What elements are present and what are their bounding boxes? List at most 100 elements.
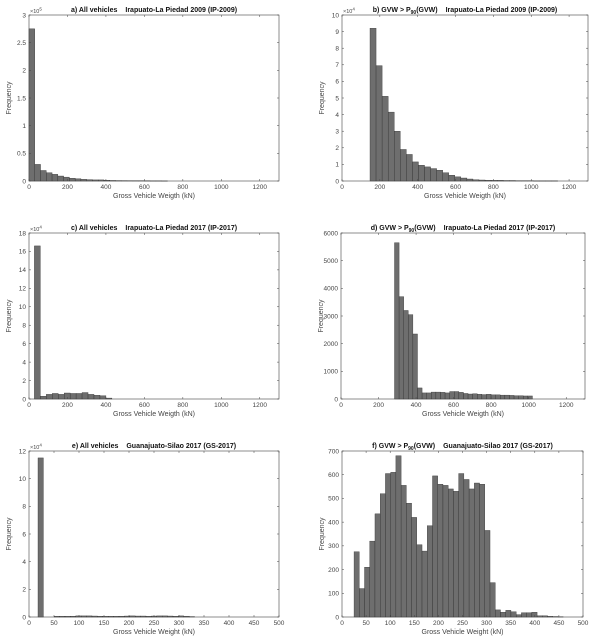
x-tick-label: 1000 (524, 184, 539, 191)
x-tick-label: 1200 (559, 402, 574, 409)
histogram-bar (51, 174, 59, 182)
histogram-bar (183, 615, 190, 618)
histogram-bar (394, 131, 401, 182)
x-tick-label: 200 (433, 620, 444, 627)
y-tick-label: 0.5 (17, 151, 26, 158)
y-tick-label: 4 (22, 559, 26, 566)
histogram-bar (46, 172, 53, 182)
x-tick-label: 600 (139, 402, 150, 409)
histogram-bar (437, 484, 444, 618)
histogram-bar (453, 491, 459, 618)
y-tick-label: 9 (335, 29, 339, 36)
histogram-bar (505, 610, 512, 618)
y-axis-exponent: ×104 (30, 225, 42, 234)
x-axis-label: Gross Vehicle Weigth (kN) (113, 193, 195, 200)
chart-title: d) GVW > P90(GVW) Irapuato-La Piedad 2017… (371, 225, 556, 234)
histogram-bar (424, 166, 431, 182)
histogram-bar (442, 485, 449, 618)
y-tick-label: 2 (22, 378, 26, 385)
x-tick-label: 1000 (214, 184, 229, 191)
histogram-bar (385, 473, 391, 618)
x-tick-label: 400 (224, 620, 235, 627)
x-tick-label: 1200 (253, 184, 268, 191)
histogram-bar (37, 457, 44, 618)
y-axis-exponent: ×105 (30, 7, 42, 16)
y-tick-label: 5 (335, 95, 339, 102)
histogram-bar (416, 544, 423, 618)
x-tick-label: 200 (374, 184, 385, 191)
histogram-bar (527, 395, 533, 400)
y-tick-label: 100 (328, 591, 339, 598)
y-tick-label: 18 (19, 230, 27, 237)
x-tick-label: 500 (274, 620, 285, 627)
histogram-bar (484, 530, 491, 618)
histogram-bar (70, 615, 76, 618)
histogram-bar (28, 28, 35, 182)
x-tick-label: 1200 (253, 402, 268, 409)
plot-area (28, 232, 280, 400)
histogram-bar (468, 488, 475, 618)
x-tick-label: 0 (27, 184, 31, 191)
histogram-bar (99, 395, 107, 400)
histogram-bar (542, 615, 548, 618)
chart-title: f) GVW > P90(GVW) Guanajuato-Silao 2017 (… (372, 443, 553, 452)
histogram-bar (495, 609, 501, 618)
histogram-bar (435, 391, 441, 400)
histogram-bar (91, 615, 98, 618)
histogram-bar (408, 314, 414, 400)
histogram-bar (481, 394, 487, 400)
x-tick-label: 450 (553, 620, 564, 627)
histogram-bar (129, 615, 136, 618)
y-tick-label: 16 (19, 249, 27, 256)
histogram-bar (430, 168, 437, 182)
histogram-bar (395, 455, 402, 618)
histogram-bar (504, 394, 510, 400)
histogram-bar (411, 517, 417, 618)
histogram-bar (80, 179, 87, 182)
x-tick-label: 800 (486, 402, 497, 409)
y-tick-label: 0 (335, 614, 339, 621)
histogram-bar (474, 482, 480, 618)
histogram-bar (500, 394, 506, 400)
y-tick-label: 4000 (324, 286, 339, 293)
x-tick-label: 200 (62, 184, 73, 191)
y-tick-label: 4 (335, 112, 339, 119)
histogram-bar (496, 180, 504, 182)
x-tick-label: 150 (409, 620, 420, 627)
histogram-bar (458, 473, 465, 618)
plot-area (340, 232, 586, 400)
y-tick-label: 12 (19, 448, 27, 455)
y-axis-exponent: ×104 (30, 443, 42, 452)
y-tick-label: 10 (332, 12, 340, 19)
y-tick-label: 8 (335, 46, 339, 53)
histogram-bar (448, 175, 455, 182)
histogram-bar (536, 615, 543, 618)
y-tick-label: 10 (19, 304, 27, 311)
y-axis-exponent: ×104 (343, 7, 355, 16)
histogram-bar (156, 615, 163, 618)
x-tick-label: 400 (529, 620, 540, 627)
y-tick-label: 6000 (324, 230, 339, 237)
x-tick-label: 350 (505, 620, 516, 627)
chart-title: c) All vehicles Irapuato-La Piedad 2017 (… (71, 225, 237, 232)
chart-title: e) All vehicles Guanajuato-Silao 2017 (GS… (72, 443, 236, 450)
x-tick-label: 0 (339, 402, 343, 409)
x-tick-label: 600 (450, 184, 461, 191)
histogram-bar (421, 392, 427, 400)
histogram-bar (34, 164, 41, 182)
histogram-bar (509, 395, 515, 400)
histogram-bar (364, 567, 370, 618)
histogram-bar (406, 502, 412, 618)
histogram-panel-0: 0 200 400 600 800 1000 1200 0 0.5 1 1.5 2 2.5 3 ×105 Gr… (6, 7, 280, 200)
histogram-bar (432, 475, 438, 618)
y-tick-label: 1000 (324, 369, 339, 376)
histogram-bar (421, 550, 428, 618)
histogram-bar (113, 616, 120, 618)
x-axis-label: Gross Vehicle Weight (kN) (422, 629, 504, 636)
histogram-bar (380, 493, 386, 618)
x-tick-label: 400 (411, 402, 422, 409)
histogram-bar (448, 488, 454, 618)
histogram-bar (135, 615, 141, 618)
histogram-bar (69, 393, 77, 400)
